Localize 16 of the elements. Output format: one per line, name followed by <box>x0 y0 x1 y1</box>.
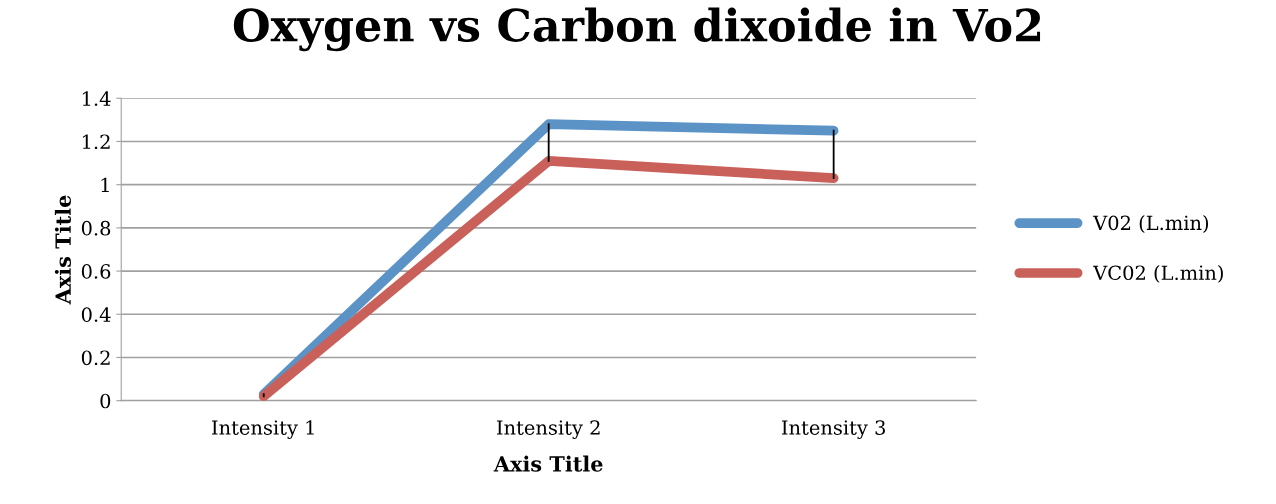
legend-label: VC02 (L.min) <box>1092 265 1223 283</box>
y-tick-label: 0 <box>100 393 111 409</box>
y-tick-label: 1 <box>101 177 109 193</box>
legend-label: V02 (L.min) <box>1092 215 1209 233</box>
y-tick-label: 0.4 <box>81 307 111 322</box>
y-tick-label: 1.2 <box>82 134 110 150</box>
x-tick-label: Intensity 3 <box>781 420 886 439</box>
x-tick-label: Intensity 1 <box>211 420 314 439</box>
y-tick-label: 1.4 <box>82 91 111 106</box>
chart-title: Oxygen vs Carbon dixoide in Vo2 <box>233 7 1041 52</box>
y-axis-title: Axis Title <box>54 195 71 305</box>
y-tick-label: 0.8 <box>81 220 111 236</box>
y-tick-label: 0.2 <box>81 350 110 366</box>
y-tick-label: 0.6 <box>81 264 111 279</box>
x-axis-title: Axis Title <box>493 455 603 472</box>
x-tick-label: Intensity 2 <box>496 420 600 439</box>
